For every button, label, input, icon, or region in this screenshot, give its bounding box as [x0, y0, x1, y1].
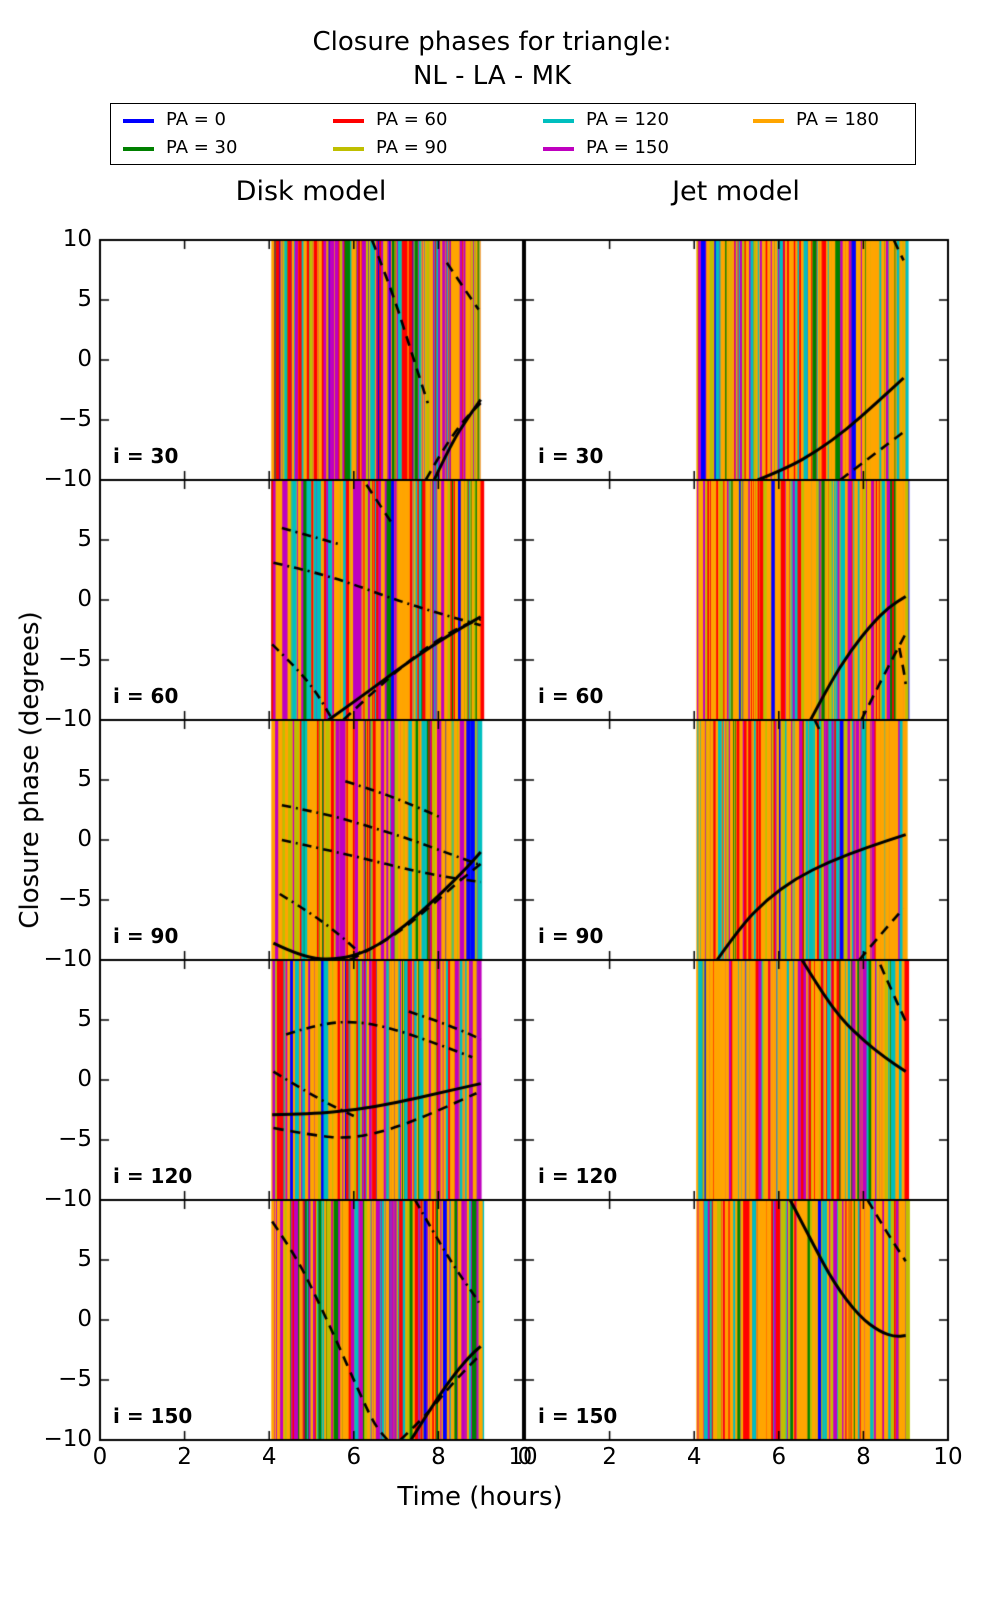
- legend-label: PA = 150: [586, 137, 669, 158]
- column-title-disk-model: Disk model: [235, 176, 387, 207]
- legend: PA = 0 PA = 30 PA = 60 PA = 90 PA = 120 PA = …: [110, 103, 916, 165]
- legend-line-swatch: [123, 119, 154, 123]
- legend-label: PA = 90: [376, 137, 448, 158]
- legend-label: PA = 0: [166, 109, 226, 130]
- legend-line-swatch: [753, 119, 784, 123]
- figure-title-line2: NL - LA - MK: [412, 61, 572, 91]
- legend-line-swatch: [123, 147, 154, 151]
- legend-label: PA = 60: [376, 109, 448, 130]
- x-axis-label: Time (hours): [397, 1482, 563, 1512]
- legend-line-swatch: [333, 119, 364, 123]
- column-title-jet-model: Jet model: [672, 176, 800, 207]
- figure-title-line1: Closure phases for triangle:: [312, 27, 672, 57]
- legend-line-swatch: [543, 147, 574, 151]
- legend-label: PA = 120: [586, 109, 669, 130]
- legend-line-swatch: [543, 119, 574, 123]
- legend-line-swatch: [333, 147, 364, 151]
- legend-label: PA = 30: [166, 137, 238, 158]
- y-axis-label: Closure phase (degrees): [15, 611, 45, 929]
- legend-label: PA = 180: [796, 109, 879, 130]
